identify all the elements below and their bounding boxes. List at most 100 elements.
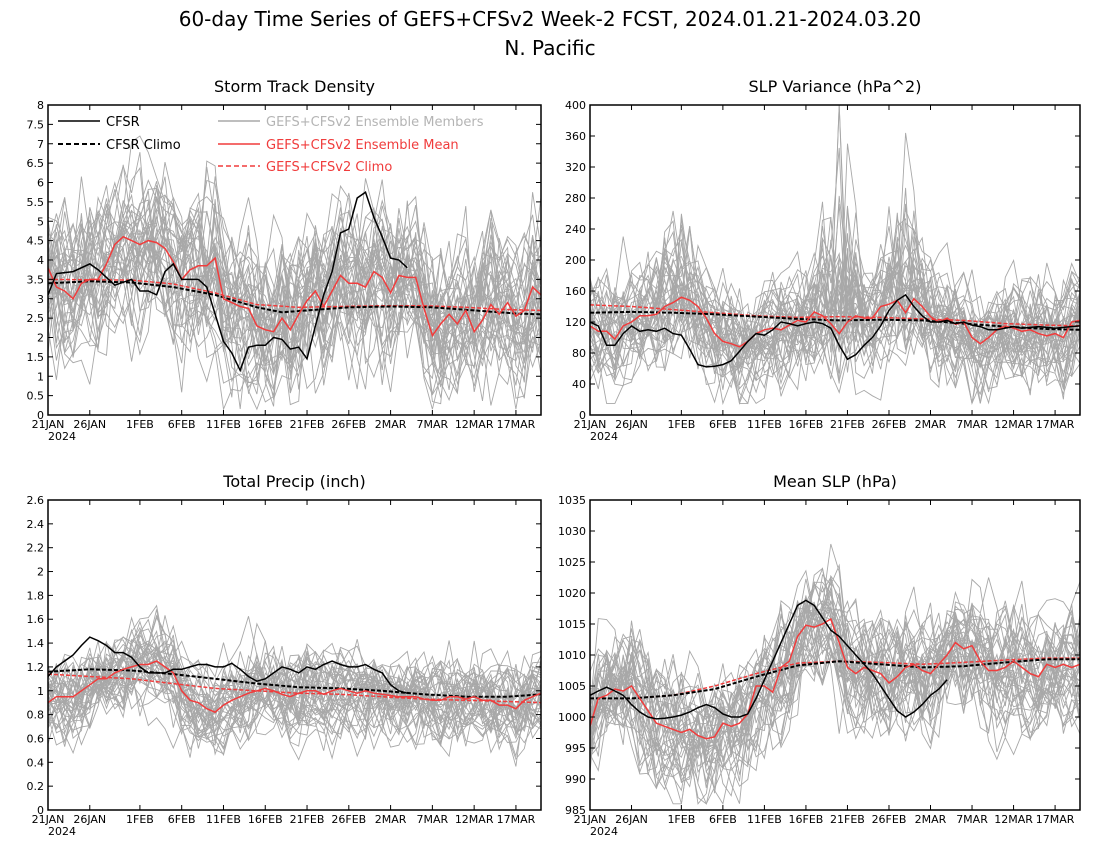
x-tick-label: 11FEB <box>747 418 782 431</box>
ensemble-member-line <box>48 614 541 744</box>
ensemble-member-line <box>48 190 541 409</box>
mean-slp-ensemble-members <box>590 543 1080 805</box>
ensemble-member-line <box>590 602 1080 805</box>
y-tick-label: 4 <box>37 254 44 267</box>
y-tick-label: 1 <box>37 370 44 383</box>
x-tick-label: 17MAR <box>1036 418 1075 431</box>
x-tick-label: 21JAN <box>32 418 65 431</box>
figure-subtitle: N. Pacific <box>504 36 595 60</box>
slp-variance-ensemble-members <box>590 105 1080 406</box>
legend-label: CFSR <box>106 115 140 130</box>
ensemble-member-line <box>48 166 541 394</box>
y-tick-label: 3.5 <box>27 273 45 286</box>
ensemble-member-line <box>48 199 541 378</box>
x-year-label: 2024 <box>590 825 618 838</box>
x-tick-label: 11FEB <box>747 813 782 826</box>
total-precip-ensemble-mean-line <box>48 660 541 714</box>
y-tick-label: 120 <box>565 316 586 329</box>
y-tick-label: 1030 <box>558 525 586 538</box>
figure-title: 60-day Time Series of GEFS+CFSv2 Week-2 … <box>179 7 922 31</box>
ensemble-member-line <box>48 628 541 721</box>
y-tick-label: 200 <box>565 254 586 267</box>
y-tick-label: 5.5 <box>27 196 45 209</box>
x-tick-label: 1FEB <box>126 813 154 826</box>
ensemble-member-line <box>590 216 1080 404</box>
legend-label: CFSR Climo <box>106 138 181 153</box>
x-tick-label: 7MAR <box>417 418 449 431</box>
ensemble-member-line <box>48 197 541 411</box>
x-tick-label: 6FEB <box>709 813 737 826</box>
x-tick-label: 1FEB <box>667 418 695 431</box>
y-tick-label: 1 <box>37 685 44 698</box>
legend-label: GEFS+CFSv2 Climo <box>266 160 392 175</box>
x-tick-label: 6FEB <box>168 813 196 826</box>
x-tick-label: 2MAR <box>375 418 407 431</box>
x-tick-label: 17MAR <box>497 813 536 826</box>
ensemble-member-line <box>48 657 541 751</box>
legend: CFSR CFSR Climo GEFS+CFSv2 Ensemble Member… <box>58 115 484 175</box>
storm-track-density-cfsr-climo-line <box>48 280 541 316</box>
y-tick-label: 990 <box>565 773 586 786</box>
ensemble-member-line <box>590 569 1080 789</box>
y-tick-label: 0.6 <box>27 732 45 745</box>
mean-slp-cfsr-line <box>590 599 948 720</box>
y-tick-label: 0.5 <box>27 390 45 403</box>
ensemble-member-line <box>590 255 1080 380</box>
x-tick-label: 11FEB <box>206 813 241 826</box>
storm-track-density-panel: Storm Track Density 0 0.5 1 1.5 2 2.5 3 3.5 4 4.5 5… <box>27 77 542 443</box>
x-tick-label: 26JAN <box>73 418 106 431</box>
x-tick-label: 17MAR <box>1036 813 1075 826</box>
x-tick-label: 7MAR <box>417 813 449 826</box>
y-tick-label: 4.5 <box>27 235 45 248</box>
slp-variance-title: SLP Variance (hPa^2) <box>749 77 922 96</box>
y-tick-label: 40 <box>572 378 586 391</box>
y-tick-label: 2.4 <box>27 518 45 531</box>
x-tick-label: 26FEB <box>331 813 366 826</box>
legend-label: GEFS+CFSv2 Ensemble Mean <box>266 138 459 153</box>
x-tick-label: 26FEB <box>331 418 366 431</box>
x-tick-label: 16FEB <box>248 418 283 431</box>
ensemble-member-line <box>590 208 1080 396</box>
ensemble-member-line <box>590 203 1080 405</box>
storm-track-density-cfsr-line <box>48 191 408 373</box>
y-tick-label: 1.2 <box>27 661 45 674</box>
y-tick-label: 160 <box>565 285 586 298</box>
slp-variance-panel: SLP Variance (hPa^2) 0 40 80 120 160 200 240 280… <box>565 77 1081 443</box>
y-tick-label: 280 <box>565 192 586 205</box>
ensemble-member-line <box>48 650 541 745</box>
ensemble-member-line <box>48 656 541 738</box>
ensemble-member-line <box>48 176 541 407</box>
y-tick-label: 1020 <box>558 587 586 600</box>
storm-track-density-model-climo-line <box>48 278 541 312</box>
y-tick-label: 5 <box>37 215 44 228</box>
ensemble-member-line <box>48 644 541 747</box>
x-tick-label: 26JAN <box>615 813 648 826</box>
panels-container: Storm Track Density 0 0.5 1 1.5 2 2.5 3 3.5 4 4.5 5… <box>27 77 1081 838</box>
y-tick-label: 985 <box>565 804 586 817</box>
x-year-label: 2024 <box>48 430 76 443</box>
ensemble-member-line <box>590 224 1080 396</box>
ensemble-member-line <box>590 574 1080 782</box>
y-tick-label: 8 <box>37 99 44 112</box>
slp-variance-cfsr-line <box>590 293 1080 368</box>
x-year-label: 2024 <box>590 430 618 443</box>
x-tick-label: 12MAR <box>455 813 494 826</box>
ensemble-member-line <box>590 586 1080 761</box>
y-tick-label: 1005 <box>558 680 586 693</box>
x-tick-label: 7MAR <box>956 813 988 826</box>
y-tick-label: 240 <box>565 223 586 236</box>
x-tick-label: 21JAN <box>574 418 607 431</box>
x-tick-label: 21FEB <box>830 813 865 826</box>
x-tick-label: 2MAR <box>915 418 947 431</box>
x-tick-label: 16FEB <box>789 813 824 826</box>
ensemble-member-line <box>48 650 541 751</box>
y-tick-label: 0 <box>37 409 44 422</box>
x-tick-label: 2MAR <box>375 813 407 826</box>
ensemble-member-line <box>48 178 541 398</box>
total-precip-cfsr-line <box>48 636 408 694</box>
x-tick-label: 26JAN <box>73 813 106 826</box>
ensemble-member-line <box>590 226 1080 374</box>
ensemble-member-line <box>48 222 541 393</box>
ensemble-member-line <box>48 207 541 402</box>
